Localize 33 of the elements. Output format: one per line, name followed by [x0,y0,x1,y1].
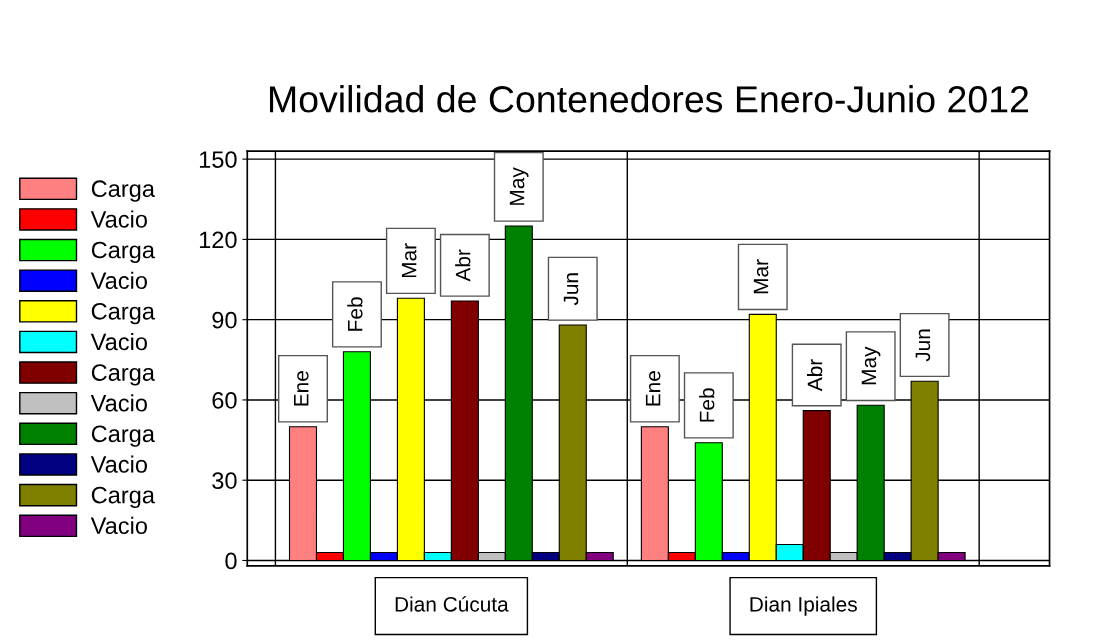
legend-label: Carga [91,180,155,202]
x-tick-label: Dian Cúcuta [395,596,509,612]
data-label: Feb [699,388,715,422]
data-label: Jun [915,329,931,362]
y-tick-label: 60 [212,392,237,409]
legend-label: Vacio [90,271,147,289]
legend-label: Vacio [90,210,147,228]
data-label: Mar [401,243,417,278]
chart-title: Movilidad de Contenedores Enero-Junio 2012 [270,85,1029,113]
legend-label: Carga [91,486,155,509]
data-label: Ene [645,371,661,406]
data-label: Feb [347,297,363,331]
data-label: Jun [563,273,579,306]
data-label: Mar [753,259,769,294]
data-label: Ene [294,371,309,406]
legend-label: Carga [91,302,155,325]
y-tick-label: 0 [225,552,237,570]
data-label: May [509,167,529,205]
data-label: Abr [807,359,823,392]
data-label: Abr [455,249,471,282]
legend-label: Carga [91,241,155,264]
legend-label: Carga [91,425,155,447]
legend-label: Vacio [90,455,147,473]
legend-label: Vacio [90,516,147,535]
legend-label: Carga [91,364,155,386]
data-label: May [861,346,881,385]
y-tick-label: 120 [199,231,237,249]
y-tick-label: 90 [212,311,237,329]
x-tick-label: Dian Ipiales [750,596,857,616]
y-tick-label: 30 [212,472,237,490]
legend-label: Vacio [90,332,147,351]
legend-label: Vacio [90,394,147,412]
y-tick-label: 150 [199,151,237,168]
